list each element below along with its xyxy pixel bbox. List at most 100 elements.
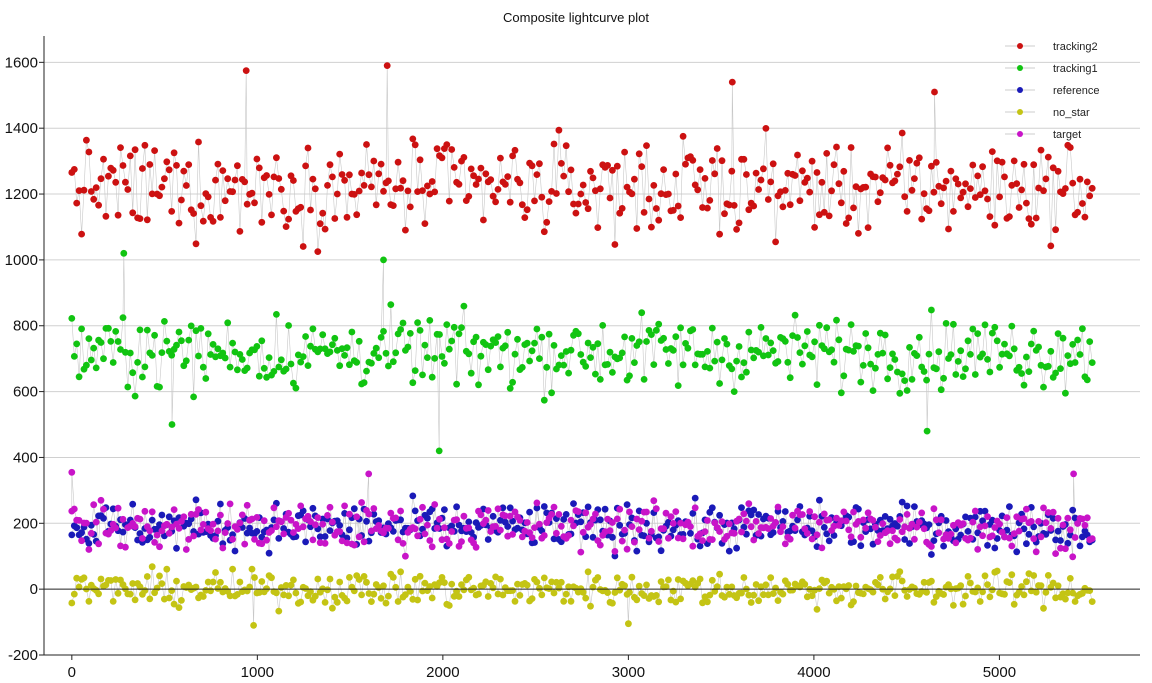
data-point-no_star	[911, 584, 918, 592]
data-point-tracking2	[465, 193, 473, 200]
data-point-tracking1	[950, 320, 957, 328]
data-point-tracking2	[760, 165, 767, 173]
data-point-tracking2	[504, 173, 512, 181]
data-point-no_star	[1018, 583, 1025, 590]
data-point-target	[1035, 518, 1042, 525]
data-point-tracking2	[455, 180, 463, 188]
data-point-tracking1	[716, 380, 723, 387]
data-point-tracking2	[358, 169, 365, 177]
data-point-tracking1	[238, 356, 246, 363]
data-point-target	[195, 506, 202, 513]
data-point-tracking2	[633, 225, 641, 232]
data-point-tracking1	[458, 324, 465, 331]
data-point-tracking2	[718, 157, 726, 165]
legend-label-tracking1: tracking1	[1053, 63, 1098, 75]
data-point-no_star	[209, 578, 217, 586]
data-point-tracking2	[679, 132, 687, 140]
data-point-target	[397, 507, 404, 515]
data-point-no_star	[470, 584, 477, 592]
data-point-tracking2	[562, 142, 570, 150]
data-point-tracking1	[769, 347, 777, 354]
data-point-target	[660, 525, 667, 533]
data-point-tracking1	[182, 357, 190, 365]
data-point-target	[1081, 521, 1089, 529]
data-point-tracking2	[976, 191, 984, 199]
data-point-tracking1	[730, 388, 738, 395]
data-point-tracking2	[913, 159, 921, 167]
data-point-no_star	[536, 584, 543, 592]
data-point-target	[911, 535, 918, 543]
data-point-tracking1	[884, 375, 891, 383]
data-point-target	[229, 535, 237, 543]
data-point-tracking2	[925, 207, 933, 215]
data-point-tracking2	[701, 175, 709, 182]
data-point-tracking2	[811, 224, 818, 231]
data-point-target	[156, 543, 163, 551]
data-point-tracking1	[1074, 336, 1081, 344]
data-point-tracking2	[309, 175, 317, 183]
data-point-tracking1	[920, 368, 928, 375]
data-point-no_star	[1006, 579, 1013, 586]
data-point-no_star	[248, 565, 256, 573]
data-point-target	[928, 543, 935, 550]
data-point-tracking2	[197, 202, 205, 210]
data-point-no_star	[779, 590, 787, 598]
data-point-target	[577, 548, 585, 556]
data-point-tracking2	[743, 171, 750, 178]
data-point-tracking2	[509, 152, 516, 160]
data-point-reference	[979, 517, 986, 525]
series-points	[68, 62, 1096, 629]
data-point-target	[1037, 533, 1045, 541]
data-point-target	[448, 528, 456, 535]
data-point-tracking1	[1047, 347, 1055, 355]
data-point-target	[662, 509, 670, 517]
data-point-target	[567, 516, 575, 524]
data-point-target	[1052, 550, 1059, 557]
data-point-no_star	[898, 577, 906, 585]
data-point-tracking1	[964, 337, 972, 345]
data-point-tracking2	[438, 154, 446, 162]
data-point-tracking1	[68, 315, 76, 322]
data-point-tracking2	[1052, 226, 1059, 234]
data-point-target	[811, 513, 818, 521]
series-line-tracking2	[71, 65, 1093, 252]
data-point-tracking1	[441, 359, 448, 367]
data-point-tracking1	[100, 355, 107, 363]
data-point-no_star	[1066, 575, 1074, 582]
data-point-tracking2	[806, 188, 814, 196]
data-point-tracking1	[487, 342, 495, 350]
data-point-reference	[976, 507, 984, 515]
data-point-tracking1	[813, 381, 821, 388]
data-point-tracking2	[100, 155, 107, 163]
data-point-tracking1	[536, 355, 543, 362]
data-point-tracking1	[131, 392, 139, 400]
data-point-target	[122, 543, 129, 551]
data-point-reference	[623, 501, 631, 508]
data-point-reference	[806, 512, 814, 520]
data-point-tracking2	[214, 160, 222, 168]
data-point-tracking2	[901, 193, 909, 201]
data-point-tracking2	[609, 166, 616, 174]
data-point-tracking2	[221, 197, 229, 205]
data-point-tracking2	[1032, 214, 1040, 222]
data-point-tracking1	[443, 321, 451, 328]
data-point-tracking2	[545, 198, 553, 206]
data-point-reference	[1049, 514, 1057, 522]
data-point-tracking1	[567, 346, 575, 354]
data-point-no_star	[402, 591, 409, 599]
data-point-no_star	[557, 578, 565, 586]
data-point-target	[1088, 535, 1096, 542]
data-point-reference	[533, 504, 541, 512]
data-point-target	[185, 536, 193, 543]
data-point-tracking1	[202, 375, 210, 382]
data-point-target	[592, 510, 599, 518]
data-point-target	[704, 517, 711, 524]
data-point-target	[365, 470, 373, 478]
data-point-reference	[971, 513, 979, 521]
data-point-target	[918, 509, 926, 517]
data-point-tracking1	[699, 350, 706, 358]
data-point-target	[497, 526, 504, 534]
data-point-tracking2	[372, 201, 380, 209]
data-point-tracking1	[1015, 363, 1023, 371]
